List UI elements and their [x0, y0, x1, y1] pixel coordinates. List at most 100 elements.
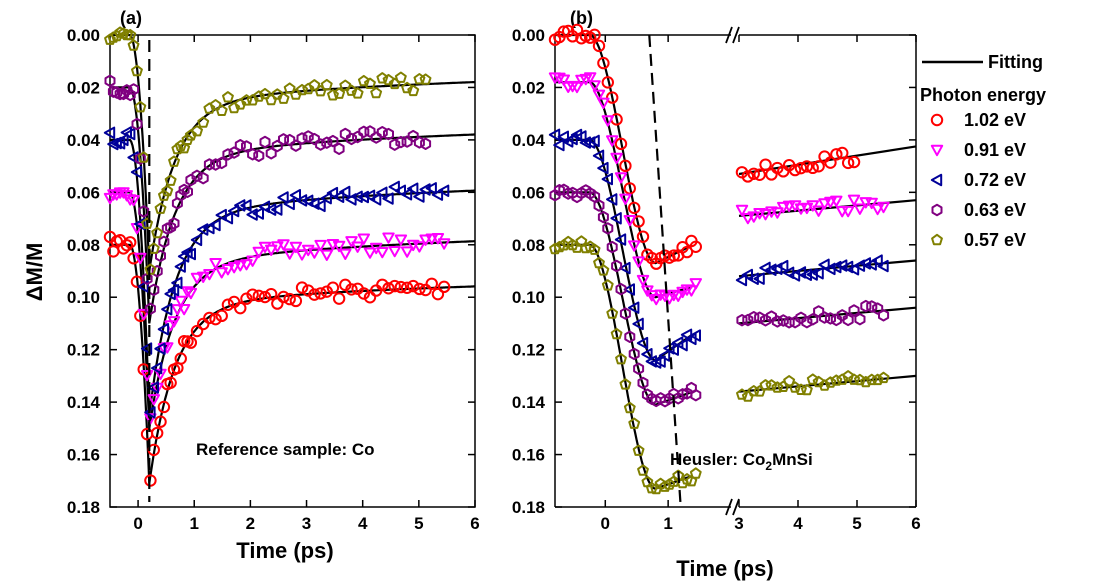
data-point — [848, 304, 860, 317]
data-point — [394, 184, 406, 197]
data-point — [209, 258, 222, 270]
data-point — [150, 426, 164, 440]
data-point — [277, 290, 290, 304]
data-point — [824, 156, 837, 169]
data-point — [619, 307, 631, 320]
x-tick-label: 1 — [663, 514, 672, 533]
data-point — [333, 142, 345, 155]
data-point — [222, 148, 234, 161]
data-point — [557, 130, 569, 143]
data-point — [592, 149, 605, 162]
data-point — [320, 285, 333, 298]
data-point — [144, 474, 157, 487]
data-point — [265, 244, 278, 256]
data-point — [289, 88, 302, 100]
y-tick-label: 0.04 — [67, 131, 101, 150]
data-point — [314, 199, 326, 213]
y-tick-label: 0.02 — [512, 78, 545, 97]
data-point — [641, 348, 653, 361]
data-point — [747, 272, 759, 285]
data-point — [623, 215, 636, 227]
data-point — [676, 339, 688, 352]
data-point — [141, 217, 153, 229]
data-point — [388, 246, 401, 258]
data-point — [588, 134, 600, 148]
data-point — [174, 295, 187, 308]
data-point — [177, 304, 191, 316]
data-point — [619, 378, 632, 390]
data-point — [184, 129, 197, 141]
data-point — [103, 126, 116, 139]
data-point — [836, 146, 849, 160]
data-point — [557, 74, 570, 86]
data-point — [736, 314, 748, 327]
data-point — [121, 84, 133, 97]
data-point — [672, 290, 685, 302]
data-point — [295, 249, 309, 261]
panel-b-dashed-line — [648, 34, 682, 508]
data-point — [351, 190, 363, 203]
data-point — [407, 84, 420, 97]
data-point — [289, 189, 301, 202]
fit-line — [110, 138, 475, 416]
x-tick-label: 4 — [358, 514, 368, 533]
data-point — [788, 163, 802, 177]
data-point — [197, 271, 210, 283]
data-point — [777, 201, 790, 214]
data-point — [339, 248, 352, 260]
data-point — [593, 199, 605, 212]
data-point — [222, 91, 234, 103]
data-point — [185, 173, 197, 187]
data-point — [382, 282, 395, 295]
data-point — [184, 247, 196, 261]
data-point — [252, 207, 264, 220]
data-point — [252, 289, 266, 303]
data-point — [812, 267, 824, 280]
data-point — [759, 379, 772, 391]
annotation-b-tail: MnSi — [772, 450, 813, 469]
data-point — [167, 316, 181, 328]
data-point — [783, 375, 796, 387]
data-point — [394, 71, 407, 83]
data-point — [759, 158, 772, 171]
data-point — [425, 277, 438, 290]
data-point — [847, 263, 860, 276]
legend-fitting-label: Fitting — [988, 52, 1043, 72]
data-point — [741, 170, 755, 183]
data-point — [283, 82, 296, 94]
data-point — [215, 208, 227, 222]
x-tick-label: 6 — [470, 514, 479, 533]
data-point — [221, 298, 235, 311]
data-point — [339, 185, 351, 199]
data-point — [794, 161, 808, 175]
data-point — [637, 464, 649, 476]
data-point — [363, 247, 377, 259]
data-point — [818, 198, 831, 210]
data-point — [326, 186, 339, 200]
data-point — [144, 263, 157, 275]
data-point — [240, 259, 253, 271]
data-point — [127, 39, 140, 51]
data-point — [151, 226, 164, 239]
data-point — [190, 233, 203, 247]
legend: Fitting Photon energy 1.02 eV 0.91 eV 0.72… — [920, 52, 1046, 250]
data-point — [741, 213, 755, 225]
data-point — [246, 94, 259, 106]
data-point — [575, 130, 587, 143]
data-point — [597, 97, 610, 109]
data-point — [271, 88, 284, 100]
data-point — [812, 205, 825, 217]
data-point — [131, 64, 143, 77]
data-point — [327, 134, 339, 148]
data-point — [632, 444, 645, 456]
data-point — [685, 475, 698, 487]
y-tick-label: 0.18 — [67, 498, 100, 517]
data-point — [624, 330, 636, 343]
data-point — [131, 117, 143, 131]
data-point — [228, 101, 240, 114]
data-point — [110, 29, 123, 42]
x-tick-label: 3 — [734, 514, 743, 533]
data-point — [588, 28, 601, 42]
series-markers — [548, 72, 890, 306]
data-point — [289, 294, 303, 308]
